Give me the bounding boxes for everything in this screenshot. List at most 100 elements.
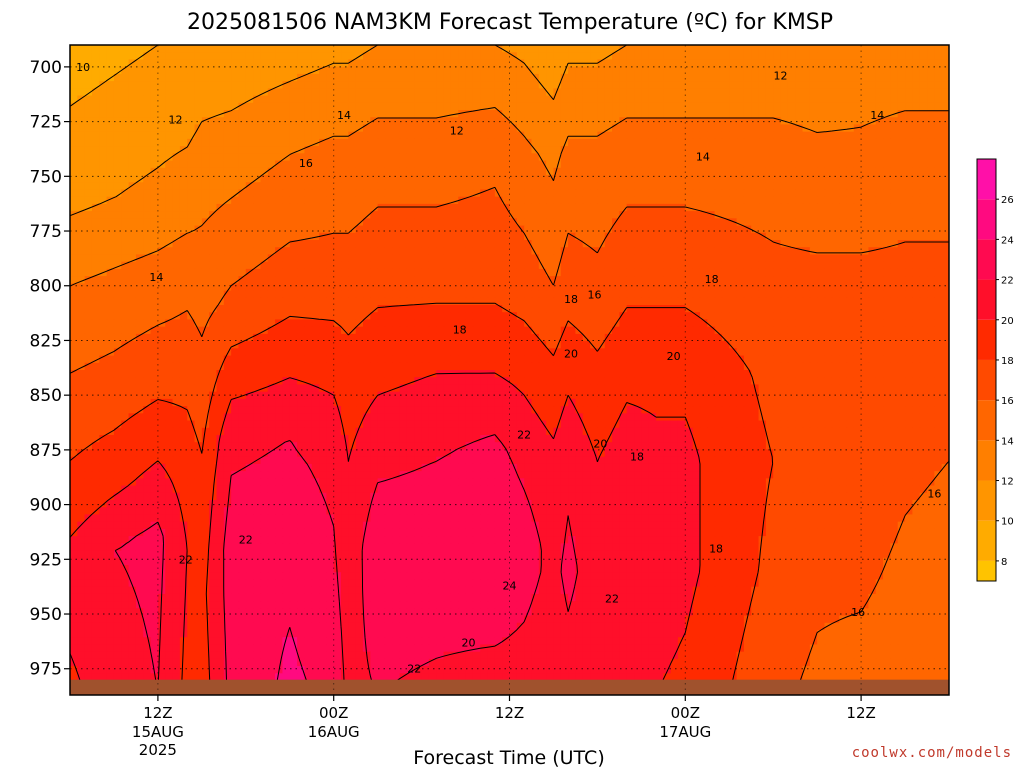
- field-cell: [934, 297, 943, 306]
- field-cell: [465, 146, 474, 154]
- field-cell: [179, 73, 188, 82]
- field-cell: [780, 326, 789, 335]
- field-cell: [890, 290, 899, 299]
- field-cell: [597, 175, 606, 183]
- field-cell: [634, 81, 642, 89]
- field-cell: [143, 276, 152, 284]
- field-cell: [355, 124, 364, 133]
- field-cell: [941, 146, 949, 154]
- field-cell: [758, 218, 767, 227]
- field-cell: [421, 153, 430, 162]
- field-cell: [480, 196, 489, 205]
- field-cell: [113, 254, 122, 263]
- field-cell: [758, 240, 767, 248]
- field-cell: [297, 81, 305, 89]
- field-cell: [77, 59, 86, 68]
- field-cell: [319, 276, 327, 284]
- field-cell: [172, 131, 181, 140]
- field-cell: [656, 138, 664, 147]
- field-cell: [311, 333, 320, 342]
- field-cell: [84, 254, 93, 263]
- field-cell: [656, 319, 664, 328]
- field-cell: [304, 261, 313, 270]
- field-cell: [172, 124, 181, 133]
- field-cell: [670, 175, 679, 183]
- field-cell: [575, 225, 584, 234]
- field-cell: [670, 66, 679, 75]
- field-cell: [421, 102, 430, 111]
- field-cell: [707, 319, 716, 328]
- field-cell: [333, 95, 342, 104]
- field-cell: [721, 240, 730, 248]
- field-cell: [333, 283, 342, 292]
- field-cell: [590, 283, 598, 292]
- field-cell: [634, 283, 642, 292]
- field-cell: [941, 203, 949, 212]
- field-cell: [99, 110, 108, 118]
- field-cell: [773, 319, 782, 328]
- field-cell: [406, 88, 415, 97]
- field-cell: [531, 297, 540, 306]
- field-cell: [729, 124, 738, 133]
- field-cell: [179, 160, 188, 169]
- field-cell: [443, 160, 452, 169]
- field-cell: [165, 160, 174, 169]
- field-cell: [326, 88, 335, 97]
- field-cell: [421, 203, 430, 212]
- field-cell: [531, 153, 540, 162]
- field-cell: [348, 247, 357, 256]
- field-cell: [341, 312, 349, 321]
- field-cell: [817, 131, 826, 140]
- field-cell: [875, 319, 884, 328]
- field-cell: [91, 81, 100, 89]
- field-cell: [121, 261, 130, 270]
- field-cell: [758, 326, 767, 335]
- field-cell: [670, 333, 679, 342]
- field-cell: [670, 189, 679, 198]
- field-cell: [546, 319, 555, 328]
- field-cell: [70, 124, 78, 133]
- field-cell: [128, 261, 137, 270]
- field-cell: [553, 52, 562, 61]
- field-cell: [560, 153, 569, 162]
- field-cell: [546, 182, 555, 191]
- field-cell: [743, 182, 752, 191]
- field-cell: [326, 66, 335, 75]
- field-cell: [707, 66, 716, 75]
- field-cell: [157, 124, 166, 133]
- field-cell: [787, 211, 796, 219]
- field-cell: [458, 59, 467, 68]
- field-cell: [912, 232, 921, 241]
- field-cell: [634, 254, 642, 263]
- field-cell: [516, 247, 525, 256]
- field-cell: [363, 196, 371, 205]
- field-cell: [802, 268, 811, 277]
- field-cell: [341, 110, 349, 118]
- field-cell: [897, 276, 906, 284]
- field-cell: [560, 211, 569, 219]
- field-cell: [531, 326, 540, 335]
- field-cell: [77, 276, 86, 284]
- field-cell: [927, 146, 935, 154]
- field-cell: [480, 146, 489, 154]
- field-cell: [531, 167, 540, 176]
- field-cell: [765, 333, 774, 342]
- field-cell: [406, 131, 415, 140]
- field-cell: [348, 59, 357, 68]
- field-cell: [458, 305, 467, 313]
- field-cell: [392, 102, 401, 111]
- field-cell: [304, 153, 313, 162]
- field-cell: [304, 341, 313, 349]
- field-cell: [751, 203, 760, 212]
- field-cell: [773, 254, 782, 263]
- field-cell: [524, 59, 533, 68]
- field-cell: [846, 52, 855, 61]
- field-cell: [568, 247, 577, 256]
- field-cell: [465, 182, 474, 191]
- field-cell: [670, 117, 679, 126]
- field-cell: [384, 333, 393, 342]
- field-cell: [245, 203, 254, 212]
- field-cell: [172, 153, 181, 162]
- field-cell: [817, 95, 826, 104]
- field-cell: [370, 240, 379, 248]
